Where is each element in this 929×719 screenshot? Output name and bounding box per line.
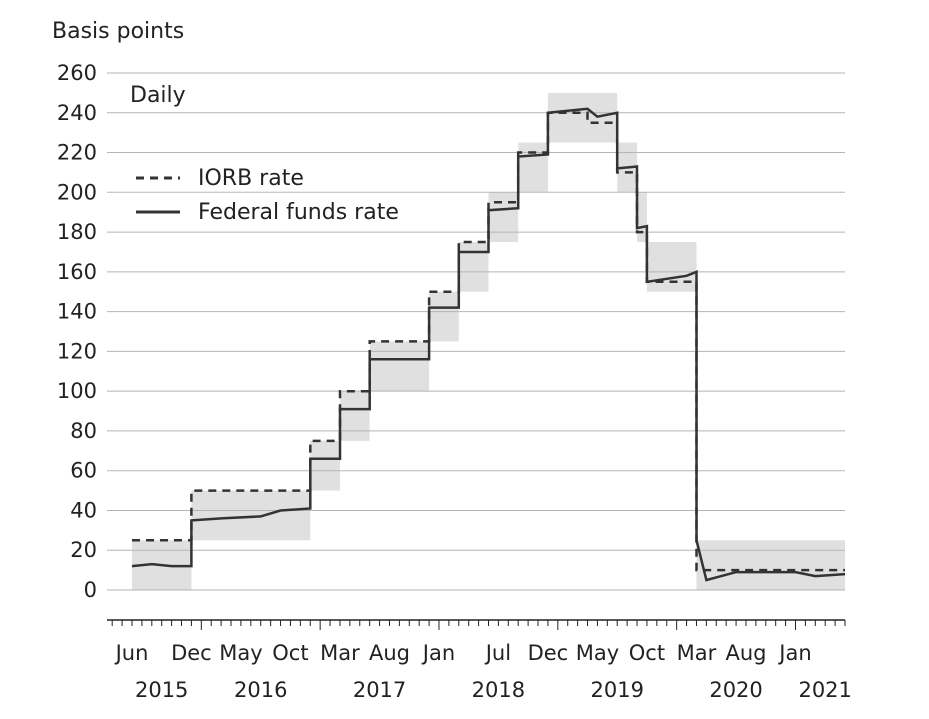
y-tick-label-60: 60 <box>70 459 97 483</box>
target-range-band-2 <box>310 440 340 491</box>
target-range-band-9 <box>547 92 618 143</box>
target-range-band-4 <box>369 341 430 392</box>
x-month-label-12: Aug <box>725 641 766 665</box>
target-range-band-3 <box>339 391 370 441</box>
x-month-label-11: Mar <box>677 641 717 665</box>
target-range-band-11 <box>637 192 647 243</box>
x-month-label-2: May <box>219 641 262 665</box>
grid-lines <box>107 72 845 591</box>
target-range-band-6 <box>458 242 489 292</box>
target-range-band-13 <box>696 540 845 590</box>
y-tick-label-200: 200 <box>57 180 97 204</box>
y-tick-label-220: 220 <box>57 141 97 165</box>
y-tick-label-0: 0 <box>84 578 97 602</box>
legend-item-iorb: IORB rate <box>136 166 304 191</box>
target-range-band-12 <box>646 242 697 292</box>
target-range-band-8 <box>518 142 548 193</box>
legend-label-federal-funds: Federal funds rate <box>198 200 399 225</box>
target-range-bands <box>132 92 845 590</box>
x-month-label-13: Jan <box>777 641 811 665</box>
target-range-band-5 <box>429 291 459 342</box>
x-month-label-8: Dec <box>528 641 569 665</box>
legend-label-iorb: IORB rate <box>198 166 304 191</box>
x-year-label-5: 2020 <box>709 678 762 702</box>
x-month-label-5: Aug <box>369 641 410 665</box>
y-tick-label-80: 80 <box>70 419 97 443</box>
y-tick-label-140: 140 <box>57 300 97 324</box>
y-tick-label-180: 180 <box>57 220 97 244</box>
legend-item-federal-funds: Federal funds rate <box>136 200 399 225</box>
series-lines <box>131 107 846 582</box>
y-tick-label-160: 160 <box>57 260 97 284</box>
x-month-label-6: Jan <box>421 641 455 665</box>
x-month-label-10: Oct <box>629 641 665 665</box>
y-tick-label-120: 120 <box>57 339 97 363</box>
target-range-band-7 <box>488 192 519 243</box>
x-year-label-2: 2017 <box>353 678 406 702</box>
y-tick-label-20: 20 <box>70 538 97 562</box>
y-tick-label-260: 260 <box>57 61 97 85</box>
x-year-label-3: 2018 <box>472 678 525 702</box>
legend: IORB rate Federal funds rate <box>136 166 399 225</box>
x-year-label-6: 2021 <box>798 678 851 702</box>
y-tick-label-40: 40 <box>70 498 97 522</box>
y-tick-label-100: 100 <box>57 379 97 403</box>
series-line-federal-funds <box>131 107 846 582</box>
x-year-label-1: 2016 <box>234 678 287 702</box>
chart-annotation: Daily <box>130 83 186 108</box>
x-month-label-7: Jul <box>484 641 511 665</box>
target-range-band-1 <box>191 490 311 541</box>
y-axis-title: Basis points <box>52 19 184 44</box>
x-month-label-9: May <box>576 641 619 665</box>
x-year-label-0: 2015 <box>135 678 188 702</box>
x-month-label-1: Dec <box>171 641 212 665</box>
y-tick-label-240: 240 <box>57 101 97 125</box>
x-month-label-0: Jun <box>114 641 149 665</box>
x-month-label-4: Mar <box>320 641 360 665</box>
x-axis: Jun Dec May Oct Mar Aug Jan Jul Dec May Oct Mar Aug J… <box>107 619 852 702</box>
y-tick-labels: 0 20 40 60 80 100 120 140 160 180 200 220 240 260 <box>57 61 97 602</box>
x-year-label-4: 2019 <box>591 678 644 702</box>
x-month-label-3: Oct <box>272 641 308 665</box>
